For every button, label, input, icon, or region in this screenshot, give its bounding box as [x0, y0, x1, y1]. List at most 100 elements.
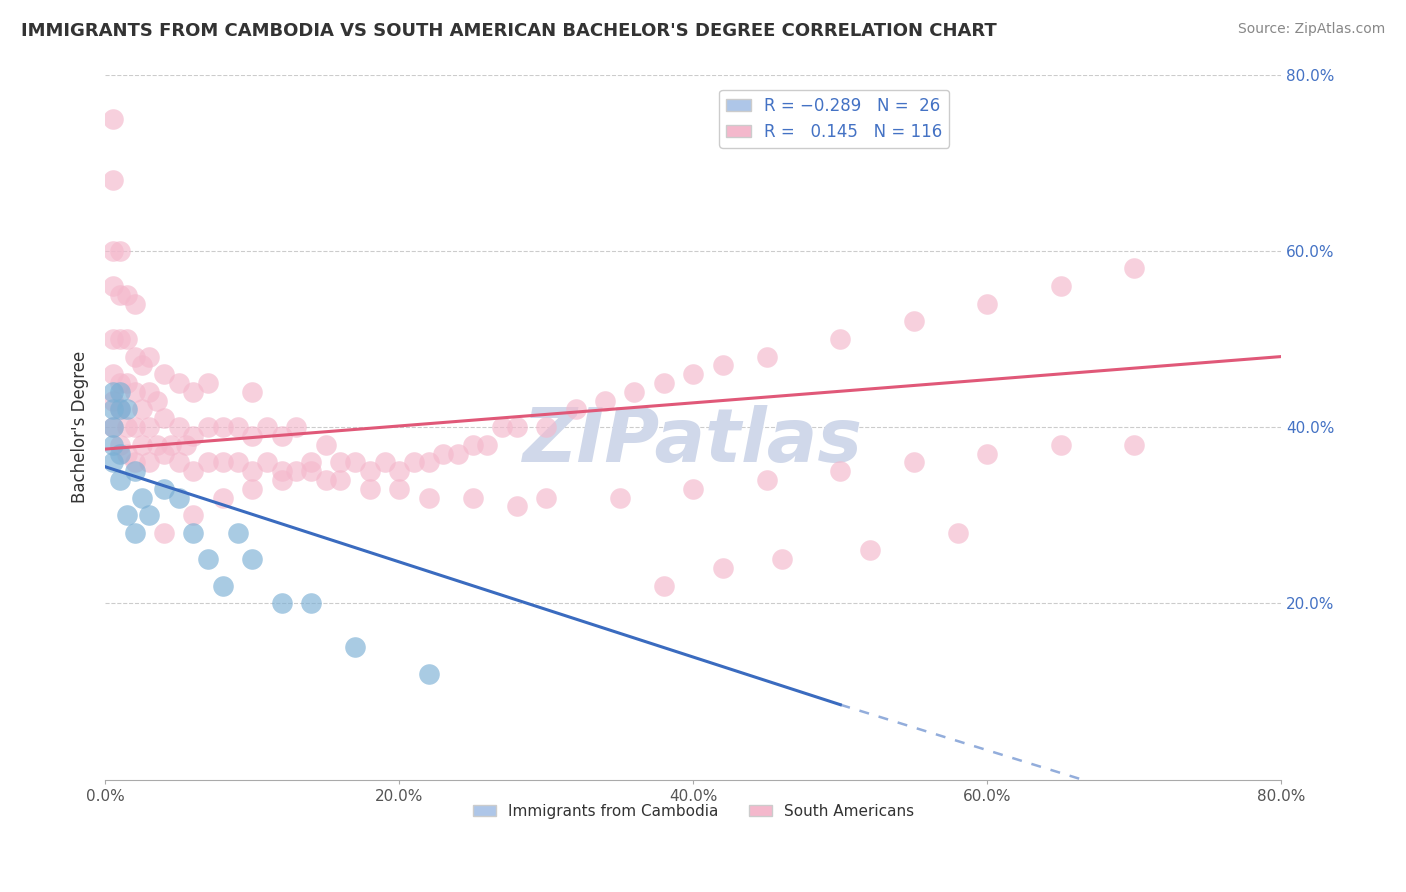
Point	[138, 508, 160, 523]
Point	[755, 350, 778, 364]
Point	[1050, 438, 1073, 452]
Point	[623, 384, 645, 399]
Point	[946, 525, 969, 540]
Point	[270, 464, 292, 478]
Point	[240, 552, 263, 566]
Point	[131, 359, 153, 373]
Point	[153, 446, 176, 460]
Point	[593, 393, 616, 408]
Point	[859, 543, 882, 558]
Text: ZIPatlas: ZIPatlas	[523, 405, 863, 477]
Point	[108, 446, 131, 460]
Point	[183, 429, 205, 443]
Point	[138, 350, 160, 364]
Point	[101, 279, 124, 293]
Point	[711, 359, 734, 373]
Point	[197, 552, 219, 566]
Point	[124, 296, 146, 310]
Point	[506, 420, 529, 434]
Point	[1123, 438, 1146, 452]
Point	[432, 446, 454, 460]
Point	[138, 420, 160, 434]
Text: IMMIGRANTS FROM CAMBODIA VS SOUTH AMERICAN BACHELOR'S DEGREE CORRELATION CHART: IMMIGRANTS FROM CAMBODIA VS SOUTH AMERIC…	[21, 22, 997, 40]
Point	[652, 376, 675, 390]
Point	[197, 376, 219, 390]
Point	[211, 455, 233, 469]
Point	[124, 455, 146, 469]
Point	[976, 446, 998, 460]
Point	[285, 420, 308, 434]
Point	[167, 420, 190, 434]
Point	[211, 420, 233, 434]
Point	[609, 491, 631, 505]
Point	[344, 455, 367, 469]
Point	[138, 384, 160, 399]
Point	[402, 455, 425, 469]
Point	[160, 438, 183, 452]
Point	[117, 446, 139, 460]
Legend: Immigrants from Cambodia, South Americans: Immigrants from Cambodia, South American…	[467, 797, 920, 825]
Point	[117, 420, 139, 434]
Y-axis label: Bachelor's Degree: Bachelor's Degree	[72, 351, 89, 503]
Point	[344, 640, 367, 655]
Point	[447, 446, 470, 460]
Point	[101, 438, 124, 452]
Point	[145, 393, 167, 408]
Point	[770, 552, 793, 566]
Point	[315, 473, 337, 487]
Point	[299, 455, 322, 469]
Point	[461, 438, 484, 452]
Point	[108, 288, 131, 302]
Point	[652, 579, 675, 593]
Point	[976, 296, 998, 310]
Point	[124, 350, 146, 364]
Point	[388, 482, 411, 496]
Point	[240, 464, 263, 478]
Point	[197, 455, 219, 469]
Point	[183, 384, 205, 399]
Point	[101, 402, 124, 417]
Point	[108, 384, 131, 399]
Point	[1123, 261, 1146, 276]
Point	[167, 455, 190, 469]
Text: Source: ZipAtlas.com: Source: ZipAtlas.com	[1237, 22, 1385, 37]
Point	[117, 376, 139, 390]
Point	[755, 473, 778, 487]
Point	[101, 244, 124, 258]
Point	[299, 464, 322, 478]
Point	[211, 491, 233, 505]
Point	[117, 332, 139, 346]
Point	[183, 525, 205, 540]
Point	[131, 491, 153, 505]
Point	[101, 393, 124, 408]
Point	[418, 491, 440, 505]
Point	[329, 455, 352, 469]
Point	[183, 464, 205, 478]
Point	[153, 411, 176, 425]
Point	[830, 464, 852, 478]
Point	[270, 429, 292, 443]
Point	[131, 438, 153, 452]
Point	[359, 464, 381, 478]
Point	[491, 420, 513, 434]
Point	[536, 491, 558, 505]
Point	[108, 332, 131, 346]
Point	[299, 596, 322, 610]
Point	[131, 402, 153, 417]
Point	[167, 491, 190, 505]
Point	[117, 402, 139, 417]
Point	[101, 367, 124, 381]
Point	[101, 420, 124, 434]
Point	[101, 420, 124, 434]
Point	[108, 402, 131, 417]
Point	[564, 402, 586, 417]
Point	[270, 473, 292, 487]
Point	[315, 438, 337, 452]
Point	[256, 420, 278, 434]
Point	[240, 384, 263, 399]
Point	[124, 464, 146, 478]
Point	[418, 455, 440, 469]
Point	[329, 473, 352, 487]
Point	[285, 464, 308, 478]
Point	[226, 455, 249, 469]
